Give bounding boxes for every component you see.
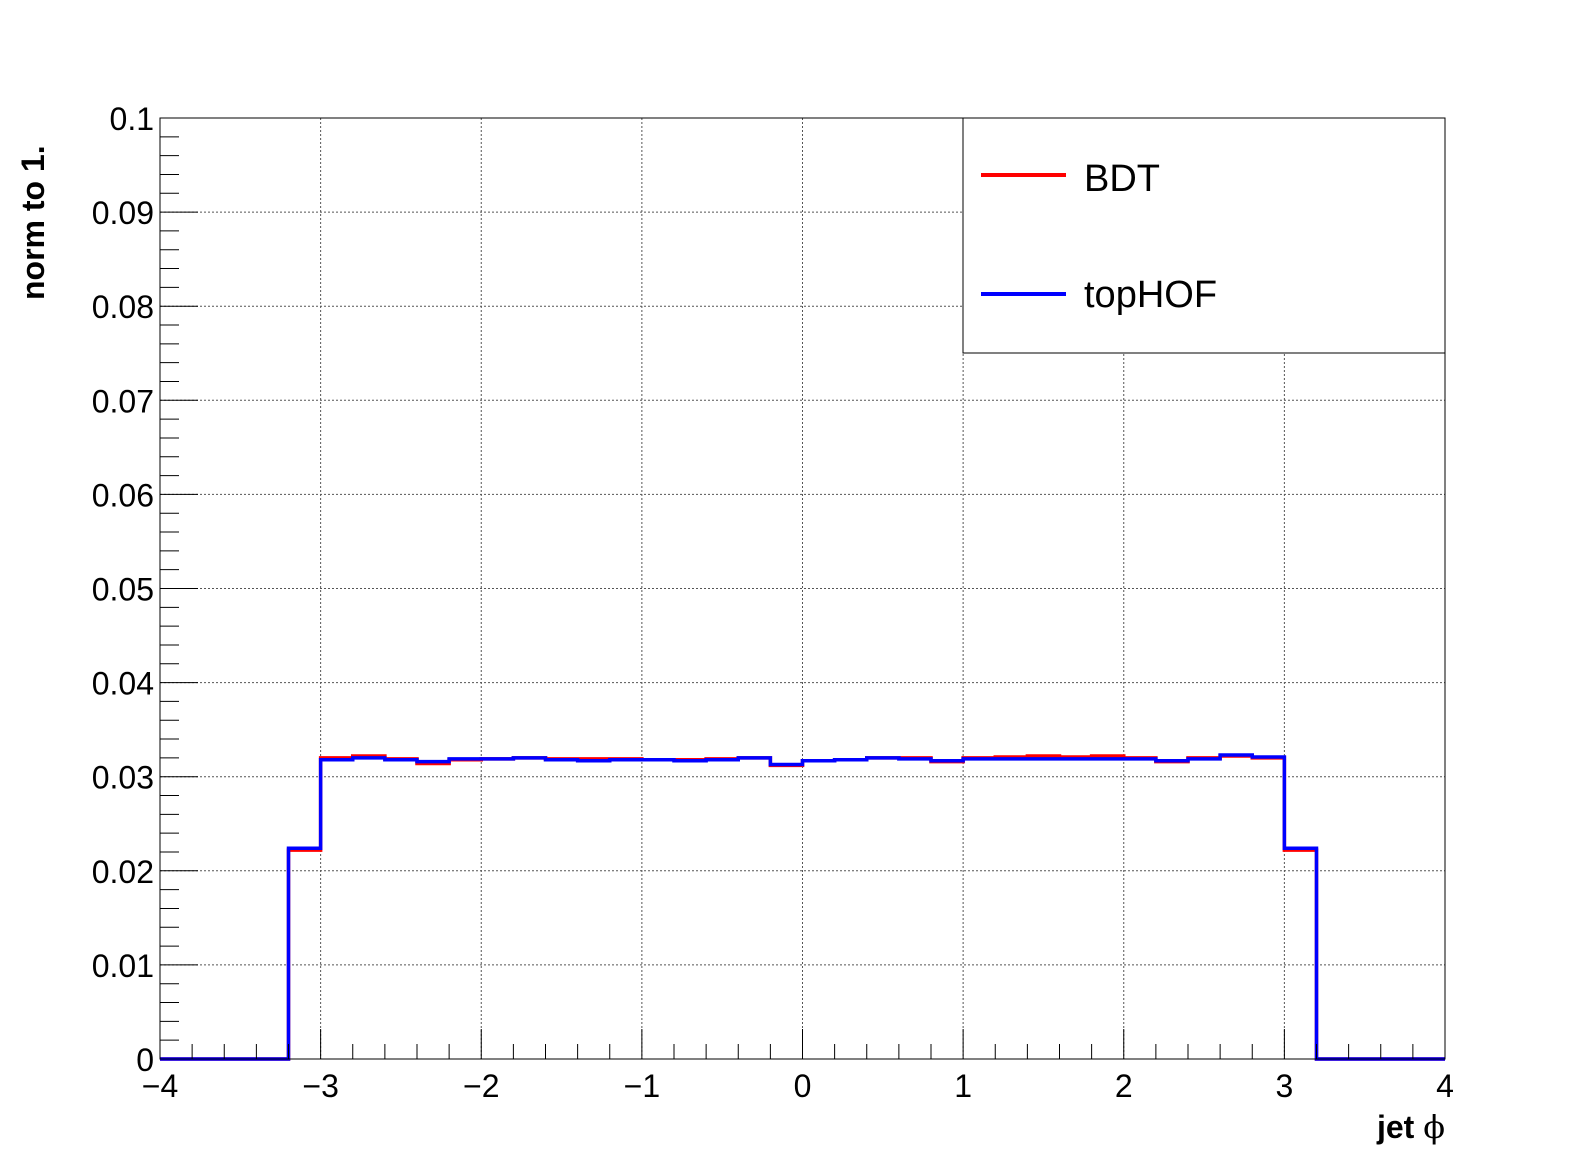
y-axis-title: norm to 1. — [15, 145, 51, 300]
series-lines — [160, 753, 1445, 1061]
y-tick-label: 0.02 — [92, 854, 154, 890]
series-tophof-line — [160, 753, 1445, 1061]
y-tick-label: 0.03 — [92, 760, 154, 796]
legend-label-bdt: BDT — [1084, 158, 1160, 200]
x-tick-label: 1 — [954, 1068, 972, 1104]
x-tick-label: −2 — [463, 1068, 499, 1104]
legend: BDT topHOF — [962, 117, 1446, 354]
x-tick-label: 0 — [794, 1068, 812, 1104]
y-tick-label: 0.06 — [92, 477, 154, 513]
x-tick-label: −1 — [624, 1068, 660, 1104]
x-tick-label: −3 — [302, 1068, 338, 1104]
y-axis-ticks: 0 0.01 0.02 0.03 0.04 0.05 0.06 0.07 0.08 0.09 0.1 — [92, 101, 198, 1078]
y-tick-label: 0.07 — [92, 383, 154, 419]
y-tick-label: 0 — [136, 1042, 154, 1078]
legend-box — [962, 117, 1446, 354]
y-tick-label: 0.08 — [92, 289, 154, 325]
x-tick-label: 2 — [1115, 1068, 1133, 1104]
y-tick-label: 0.09 — [92, 195, 154, 231]
x-tick-label: 4 — [1436, 1068, 1454, 1104]
y-tick-label: 0.1 — [110, 101, 154, 137]
x-tick-label: −4 — [142, 1068, 178, 1104]
x-axis-title: jet ϕ — [1376, 1108, 1445, 1146]
y-tick-label: 0.05 — [92, 572, 154, 608]
y-tick-label: 0.04 — [92, 666, 154, 702]
y-tick-label: 0.01 — [92, 948, 154, 984]
x-tick-label: 3 — [1275, 1068, 1293, 1104]
legend-label-tophof: topHOF — [1084, 274, 1217, 316]
x-axis-title-text: jet — [1376, 1109, 1415, 1145]
x-axis-title-symbol: ϕ — [1423, 1108, 1445, 1146]
x-axis-ticks: −4 −3 −2 −1 0 1 2 3 4 — [142, 1029, 1454, 1104]
